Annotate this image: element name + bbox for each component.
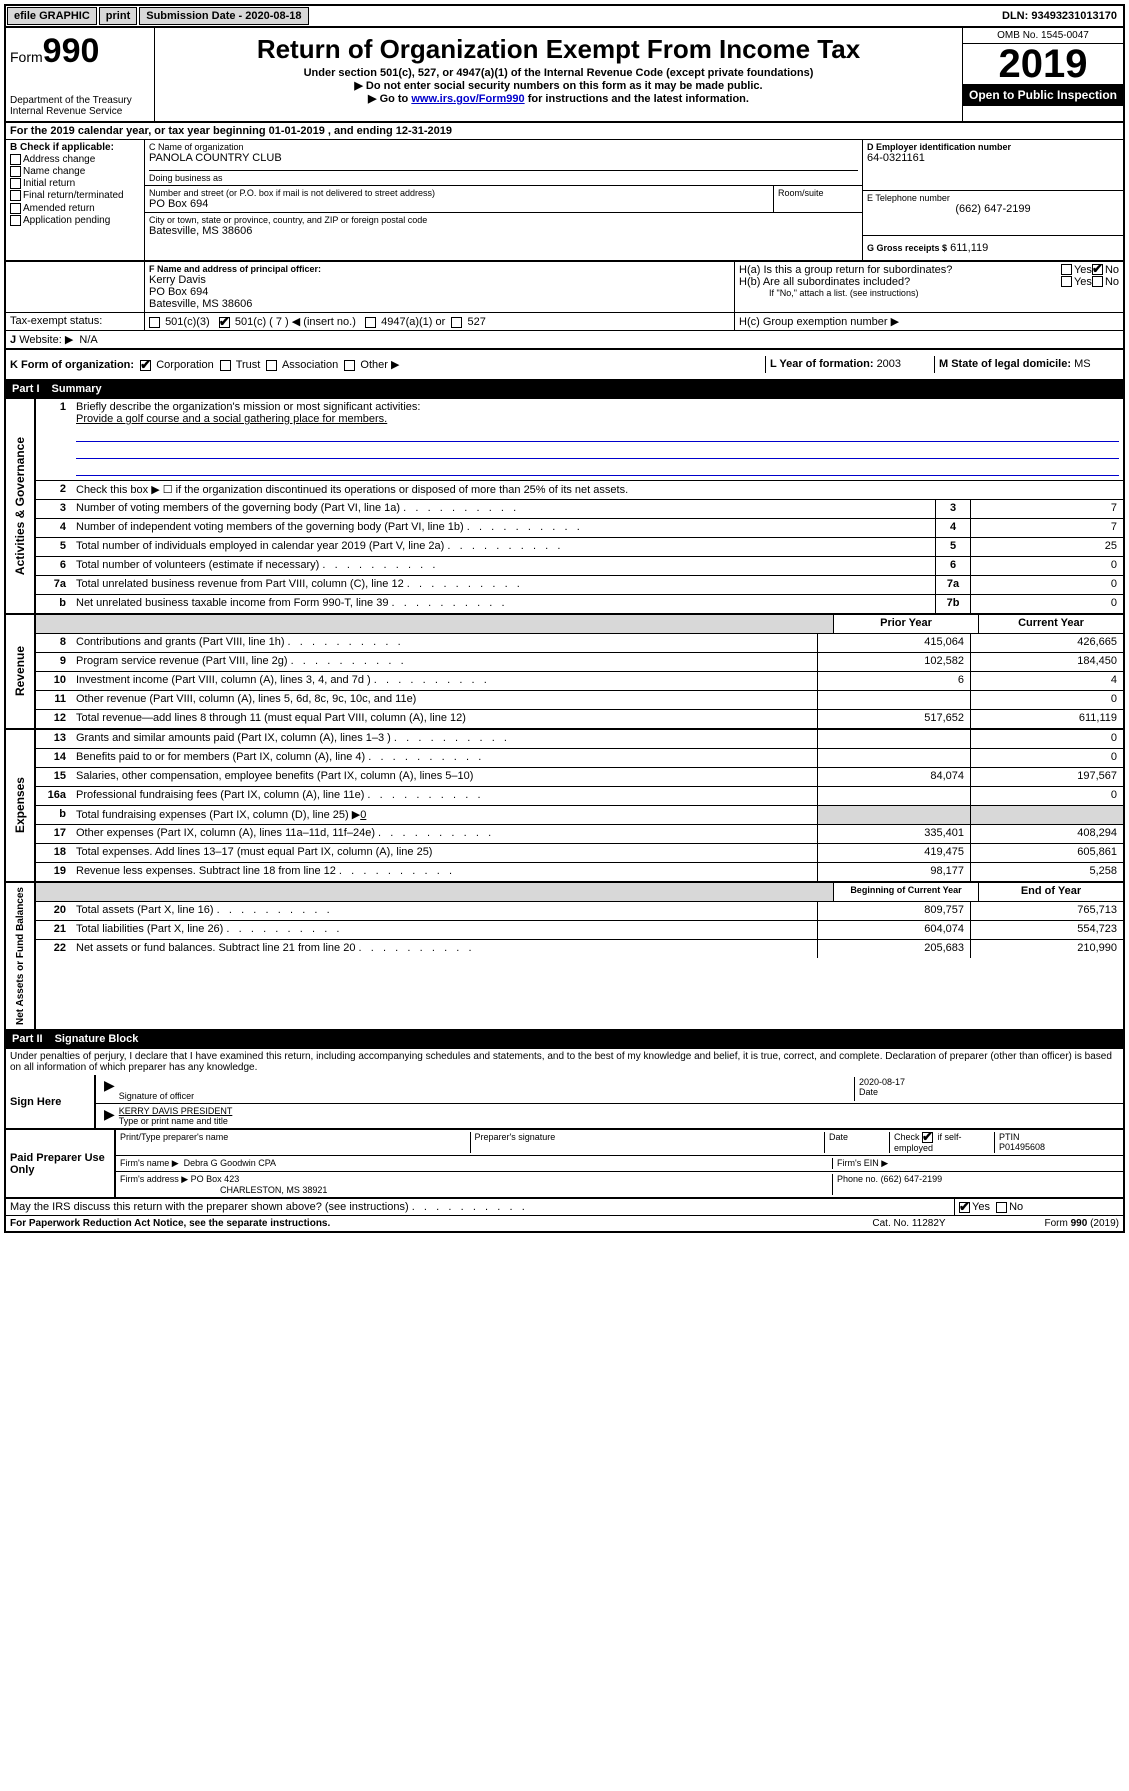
chk-initial-return[interactable]: Initial return [10, 178, 140, 189]
paid-preparer-block: Paid Preparer Use Only Print/Type prepar… [4, 1130, 1125, 1199]
net-assets-section: Net Assets or Fund Balances Beginning of… [4, 883, 1125, 1031]
chk-527[interactable] [451, 317, 462, 328]
h-b-yes[interactable] [1061, 276, 1072, 287]
org-name: PANOLA COUNTRY CLUB [149, 152, 858, 164]
officer-group-block: F Name and address of principal officer:… [4, 262, 1125, 313]
chk-4947[interactable] [365, 317, 376, 328]
activities-governance: Activities & Governance 1 Briefly descri… [4, 399, 1125, 615]
efile-button[interactable]: efile GRAPHIC [7, 7, 97, 25]
dept-treasury: Department of the Treasury Internal Reve… [10, 95, 150, 117]
sign-here-block: Sign Here ▶ Signature of officer 2020-08… [4, 1075, 1125, 1130]
form-header: Form990 Department of the Treasury Inter… [4, 28, 1125, 123]
firm-name: Debra G Goodwin CPA [184, 1158, 276, 1168]
sign-date: 2020-08-17 [859, 1077, 1119, 1087]
h-a-yes[interactable] [1061, 264, 1072, 275]
chk-name-change[interactable]: Name change [10, 166, 140, 177]
tax-exempt-row: Tax-exempt status: 501(c)(3) 501(c) ( 7 … [4, 313, 1125, 331]
domicile: MS [1074, 358, 1091, 370]
v3: 7 [970, 500, 1123, 518]
chk-final-return[interactable]: Final return/terminated [10, 190, 140, 201]
org-city: Batesville, MS 38606 [149, 225, 858, 237]
v4: 7 [970, 519, 1123, 537]
p8: 415,064 [817, 634, 970, 652]
arrow-icon: ▶ [104, 1077, 115, 1101]
section-h: H(a) Is this a group return for subordin… [735, 262, 1123, 312]
officer-name: KERRY DAVIS PRESIDENT [119, 1106, 1119, 1116]
discuss-no[interactable] [996, 1202, 1007, 1213]
mission: Provide a golf course and a social gathe… [76, 413, 387, 425]
ein: 64-0321161 [867, 152, 1119, 164]
c8: 426,665 [970, 634, 1123, 652]
year-formation: 2003 [877, 358, 901, 370]
chk-assoc[interactable] [266, 360, 277, 371]
chk-trust[interactable] [220, 360, 231, 371]
discuss-yes[interactable] [959, 1202, 970, 1213]
dln: DLN: 93493231013170 [996, 6, 1123, 26]
website: N/A [79, 334, 97, 346]
print-button[interactable]: print [99, 7, 137, 25]
revenue-section: Revenue Prior YearCurrent Year 8Contribu… [4, 615, 1125, 730]
gross-receipts: 611,119 [950, 242, 988, 254]
phone: (662) 647-2199 [867, 203, 1119, 215]
chk-amended[interactable]: Amended return [10, 203, 140, 214]
section-c: C Name of organization PANOLA COUNTRY CL… [145, 140, 863, 260]
v6: 0 [970, 557, 1123, 575]
part-1-header: Part ISummary [4, 381, 1125, 399]
entity-block: B Check if applicable: Address change Na… [4, 140, 1125, 262]
subtitle-2: ▶ Do not enter social security numbers o… [159, 79, 958, 92]
subtitle-1: Under section 501(c), 527, or 4947(a)(1)… [159, 67, 958, 79]
h-a-no[interactable] [1092, 264, 1103, 275]
submission-date: Submission Date - 2020-08-18 [139, 7, 308, 25]
top-toolbar: efile GRAPHIC print Submission Date - 20… [4, 4, 1125, 28]
subtitle-3: ▶ Go to www.irs.gov/Form990 for instruct… [159, 92, 958, 105]
section-f: F Name and address of principal officer:… [145, 262, 735, 312]
open-inspection: Open to Public Inspection [963, 84, 1123, 106]
chk-501c[interactable] [219, 317, 230, 328]
arrow-icon: ▶ [104, 1106, 115, 1126]
v7b: 0 [970, 595, 1123, 613]
form-title: Return of Organization Exempt From Incom… [159, 34, 958, 65]
k-l-m-row: K Form of organization: Corporation Trus… [4, 350, 1125, 381]
chk-501c3[interactable] [149, 317, 160, 328]
expenses-section: Expenses 13Grants and similar amounts pa… [4, 730, 1125, 883]
tax-year: 2019 [963, 44, 1123, 84]
v5: 25 [970, 538, 1123, 556]
irs-link[interactable]: www.irs.gov/Form990 [411, 93, 524, 105]
form-footer: For Paperwork Reduction Act Notice, see … [4, 1216, 1125, 1233]
website-row: J Website: ▶ N/A [4, 331, 1125, 350]
chk-self-employed[interactable] [922, 1132, 933, 1143]
section-d-e-g: D Employer identification number 64-0321… [863, 140, 1123, 260]
org-address: PO Box 694 [149, 198, 769, 210]
part-2-header: Part IISignature Block [4, 1031, 1125, 1049]
form-number: Form990 [10, 32, 150, 71]
section-h-c: H(c) Group exemption number ▶ [735, 313, 1123, 330]
section-b: B Check if applicable: Address change Na… [6, 140, 145, 260]
line-a: For the 2019 calendar year, or tax year … [4, 123, 1125, 140]
v7a: 0 [970, 576, 1123, 594]
chk-app-pending[interactable]: Application pending [10, 215, 140, 226]
chk-address-change[interactable]: Address change [10, 154, 140, 165]
discuss-row: May the IRS discuss this return with the… [4, 1199, 1125, 1216]
chk-corp[interactable] [140, 360, 151, 371]
preparer-phone: (662) 647-2199 [881, 1174, 943, 1184]
chk-other[interactable] [344, 360, 355, 371]
h-b-no[interactable] [1092, 276, 1103, 287]
ptin: P01495608 [999, 1142, 1119, 1152]
perjury-text: Under penalties of perjury, I declare th… [4, 1049, 1125, 1075]
